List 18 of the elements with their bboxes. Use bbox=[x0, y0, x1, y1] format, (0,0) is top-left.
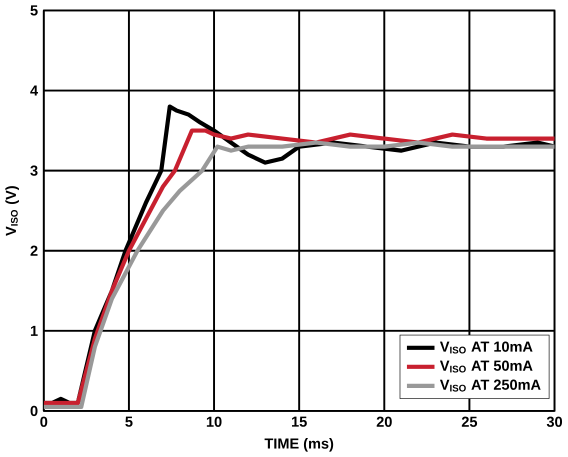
y-tick-label: 0 bbox=[30, 406, 38, 416]
y-axis-title: V$_{ISO}$ (V) bbox=[5, 186, 19, 236]
x-tick-label: 30 bbox=[546, 416, 562, 427]
x-tick-label: 10 bbox=[206, 416, 222, 427]
x-tick-label: 0 bbox=[40, 416, 48, 427]
y-tick-label: 4 bbox=[30, 86, 38, 96]
y-tick-label: 3 bbox=[30, 165, 38, 176]
legend-label: V$_{ISO}$ AT 250mA bbox=[440, 380, 541, 392]
legend-label: V$_{ISO}$ AT 10mA bbox=[440, 342, 533, 354]
y-tick-label: 2 bbox=[30, 246, 38, 256]
x-tick-label: 25 bbox=[462, 416, 478, 427]
y-tick-label: 5 bbox=[30, 5, 38, 16]
x-tick-label: 20 bbox=[376, 416, 392, 427]
x-tick-label: 15 bbox=[292, 416, 307, 427]
x-tick-label: 5 bbox=[125, 416, 133, 427]
legend-label: V$_{ISO}$ AT 50mA bbox=[440, 360, 533, 373]
y-tick-label: 1 bbox=[30, 326, 38, 336]
x-axis-title: TIME (ms) bbox=[264, 438, 334, 452]
